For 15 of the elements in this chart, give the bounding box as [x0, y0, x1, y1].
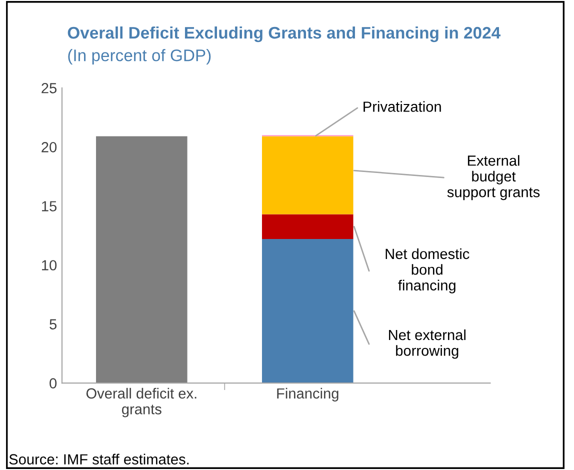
text: Net external borrowing	[389, 329, 466, 359]
y-tick-label: 25	[42, 82, 57, 94]
y-tick-label: 10	[42, 260, 57, 270]
chart-title: Overall Deficit Excluding Grants and Financing in 2024	[68, 26, 501, 42]
x-tick-label: Financing	[277, 388, 338, 402]
text: Net domestic bond financing	[386, 248, 470, 294]
text: External budget support grants	[447, 155, 540, 200]
y-tick-label: 15	[42, 201, 57, 212]
y-tick-label: 0	[50, 378, 57, 388]
x-tick-label: Overall deficit ex. grants	[86, 388, 196, 418]
chart-subtitle: (In percent of GDP)	[68, 49, 211, 65]
series-label: Privatization	[364, 101, 441, 112]
source-note: Source: IMF staff estimates.	[9, 454, 189, 465]
y-tick-label: 20	[42, 142, 57, 152]
y-tick-label: 5	[50, 319, 57, 330]
